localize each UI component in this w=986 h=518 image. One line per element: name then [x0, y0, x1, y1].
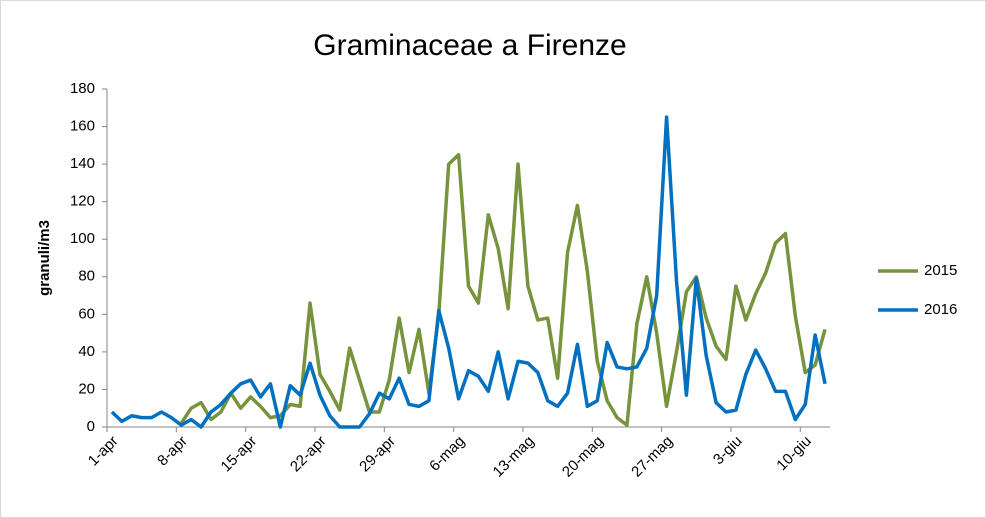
- chart-title: Graminaceae a Firenze: [313, 29, 626, 62]
- y-tick-label: 140: [70, 155, 95, 172]
- line-series: [110, 115, 827, 429]
- y-tick-label: 100: [70, 230, 95, 247]
- y-tick-label: 0: [87, 418, 95, 435]
- y-tick-label: 160: [70, 118, 95, 135]
- y-axis-label: granuli/m3: [36, 220, 53, 296]
- y-tick-label: 60: [78, 305, 95, 322]
- y-tick-label: 180: [70, 80, 95, 97]
- y-tick-label: 80: [78, 268, 95, 285]
- line-series: [179, 152, 827, 427]
- y-tick-label: 40: [78, 343, 95, 360]
- y-tick-label: 20: [78, 380, 95, 397]
- legend-label: 2016: [924, 301, 957, 318]
- y-tick-label: 120: [70, 193, 95, 210]
- legend-label: 2015: [924, 262, 957, 279]
